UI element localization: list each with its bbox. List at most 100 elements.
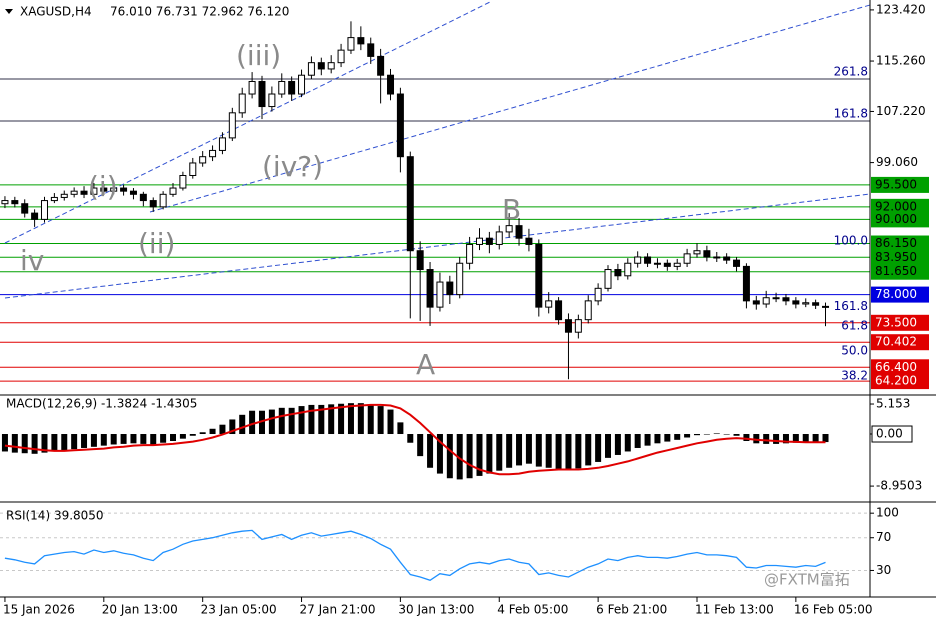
candle-body — [584, 300, 592, 321]
candle-body — [278, 80, 286, 95]
fib-label: 100.0 — [834, 234, 868, 248]
wave-label: iv — [20, 244, 44, 277]
price-level-label: 70.402 — [875, 335, 917, 349]
macd-bar — [466, 434, 473, 479]
candle-body — [594, 287, 602, 302]
candle-body — [129, 190, 137, 195]
macd-bar — [595, 434, 602, 462]
x-tick-label: 30 Jan 13:00 — [398, 603, 474, 617]
macd-bar — [189, 434, 196, 436]
signal-line — [4, 403, 826, 476]
macd-bar — [1, 434, 8, 452]
macd-bar — [278, 407, 285, 435]
macd-bar — [120, 434, 127, 444]
macd-bar — [338, 403, 345, 435]
wave-label: B — [502, 193, 521, 226]
menu-arrow — [5, 9, 13, 14]
candle-body — [644, 256, 652, 264]
candle-body — [782, 297, 790, 302]
candle-body — [317, 62, 325, 70]
macd-bar — [239, 414, 246, 435]
candle-body — [416, 250, 424, 271]
price-level-label: 78.000 — [875, 287, 917, 301]
candle-body — [812, 302, 820, 306]
candle-body — [60, 193, 68, 198]
macd-bar — [634, 434, 641, 448]
macd-bar — [723, 434, 730, 435]
macd-bar — [160, 434, 167, 443]
candle-body — [248, 80, 256, 95]
macd-bar — [229, 419, 236, 435]
macd-bar — [219, 424, 226, 435]
macd-bar — [31, 434, 38, 454]
macd-bar — [733, 434, 740, 436]
x-tick-label: 6 Feb 21:00 — [596, 603, 667, 617]
macd-bar — [456, 434, 463, 480]
macd-bar — [110, 434, 117, 445]
macd-bar — [100, 434, 107, 446]
macd-bar — [684, 434, 691, 438]
fib-label: 161.8 — [834, 106, 868, 120]
candle-body — [307, 62, 315, 76]
price-level-box — [871, 359, 929, 376]
price-level-box — [871, 176, 929, 193]
y-tick-label: 30 — [876, 563, 891, 577]
macd-bar — [61, 434, 68, 451]
macd-bar — [199, 432, 206, 435]
price-level-label: 81.650 — [875, 264, 917, 278]
candle-body — [258, 80, 266, 108]
candle-body — [139, 193, 147, 202]
macd-bar — [486, 434, 493, 474]
y-tick-label: 123.420 — [876, 2, 926, 16]
candle-body — [21, 203, 29, 214]
candle-body — [159, 193, 167, 208]
candle-body — [387, 74, 395, 95]
macd-bar — [812, 434, 819, 443]
price-level-box — [871, 198, 929, 215]
candle-body — [367, 43, 375, 57]
macd-bar — [427, 434, 434, 468]
candle-body — [357, 37, 365, 45]
price-level-box — [871, 211, 929, 228]
candle-body — [218, 137, 226, 151]
candle-body — [545, 300, 553, 308]
rsi-title: RSI(14) 39.8050 — [6, 509, 104, 523]
macd-bar — [377, 406, 384, 435]
candle-body — [742, 265, 750, 302]
macd-bar — [367, 404, 374, 435]
x-tick-label: 27 Jan 21:00 — [300, 603, 376, 617]
candle-body — [703, 250, 711, 258]
candle-body — [268, 93, 276, 108]
candle-body — [466, 243, 474, 264]
price-level-box — [871, 263, 929, 280]
y-tick-label: -8.9503 — [876, 479, 922, 493]
candle-body — [653, 262, 661, 265]
macd-bar — [298, 406, 305, 435]
candle-body — [426, 269, 434, 308]
macd-bar — [318, 404, 325, 435]
candle-body — [525, 237, 533, 245]
price-level-label: 64.200 — [875, 374, 917, 388]
watermark: @FXTM富拓 — [764, 571, 850, 589]
macd-bar — [397, 422, 404, 435]
price-level-label: 92.000 — [875, 199, 917, 213]
macd-bar — [525, 434, 532, 464]
candle-body — [663, 262, 671, 267]
x-tick-label: 4 Feb 05:00 — [497, 603, 568, 617]
candle-body — [327, 62, 335, 70]
price-level-label: 86.150 — [875, 236, 917, 250]
candle-body — [802, 302, 810, 305]
y-tick-label: 107.220 — [876, 104, 926, 118]
macd-bar — [585, 434, 592, 466]
macd-bar — [763, 434, 770, 444]
trend-line — [4, 193, 871, 299]
ohlc-header: 76.010 76.731 72.962 76.120 — [110, 5, 289, 19]
macd-bar — [822, 434, 829, 443]
candle-body — [535, 243, 543, 308]
fib-label: 161.8 — [834, 299, 868, 313]
macd-bar — [713, 433, 720, 435]
macd-bar — [575, 434, 582, 469]
candle-body — [752, 300, 760, 305]
